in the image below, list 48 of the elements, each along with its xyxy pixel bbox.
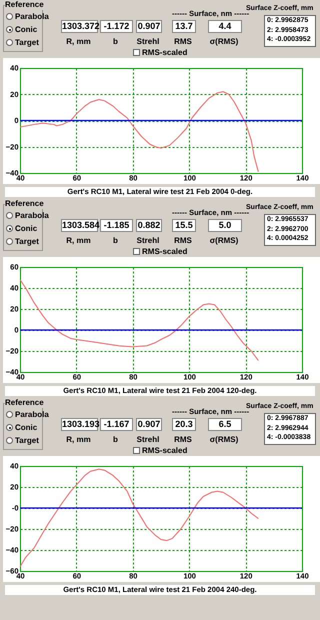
text: Reference [5, 0, 44, 10]
text: R, mm [65, 236, 92, 246]
text: Conic [15, 224, 38, 234]
line-series [20, 91, 259, 172]
text: 6.5 [208, 418, 242, 431]
text: Reference [5, 398, 44, 408]
text: R, mm [65, 435, 92, 445]
text: b [112, 37, 119, 47]
text: 1303.372 [61, 20, 100, 33]
text: RMS [173, 37, 193, 47]
line-series [20, 468, 259, 568]
text: -1.167 [100, 418, 133, 431]
text: RMS-scaled [142, 446, 188, 456]
text: 1303.584 [61, 219, 100, 232]
text: Target [15, 436, 39, 446]
text: b [112, 236, 119, 246]
text: Strehl [136, 435, 160, 445]
text: Reference [5, 199, 44, 209]
text: 0.907 [136, 20, 162, 33]
text: RMS [173, 236, 193, 246]
text: Conic [15, 423, 38, 433]
text: b [112, 435, 119, 445]
text: Strehl [136, 37, 160, 47]
text: -1.185 [100, 219, 133, 232]
text: Parabola [15, 410, 49, 420]
text: Parabola [15, 211, 49, 221]
text: 20.3 [172, 418, 196, 431]
text: Target [15, 38, 39, 48]
text: 15.5 [172, 219, 196, 232]
text: Parabola [15, 12, 49, 22]
text: 0.907 [136, 418, 162, 431]
text: 1303.193 [61, 418, 100, 431]
text: Strehl [136, 236, 160, 246]
text: 5.0 [208, 219, 242, 232]
line-series [20, 279, 259, 361]
text: σ(RMS) [208, 435, 240, 445]
text: 13.7 [172, 20, 196, 33]
text: RMS [173, 435, 193, 445]
text: σ(RMS) [208, 236, 240, 246]
text: Target [15, 237, 39, 247]
text: 0.882 [136, 219, 162, 232]
text: RMS-scaled [142, 48, 188, 58]
text: RMS-scaled [142, 247, 188, 257]
text: σ(RMS) [208, 37, 240, 47]
text: 4.4 [208, 20, 242, 33]
text: Conic [15, 25, 38, 35]
text: R, mm [65, 37, 92, 47]
text: -1.172 [100, 20, 133, 33]
